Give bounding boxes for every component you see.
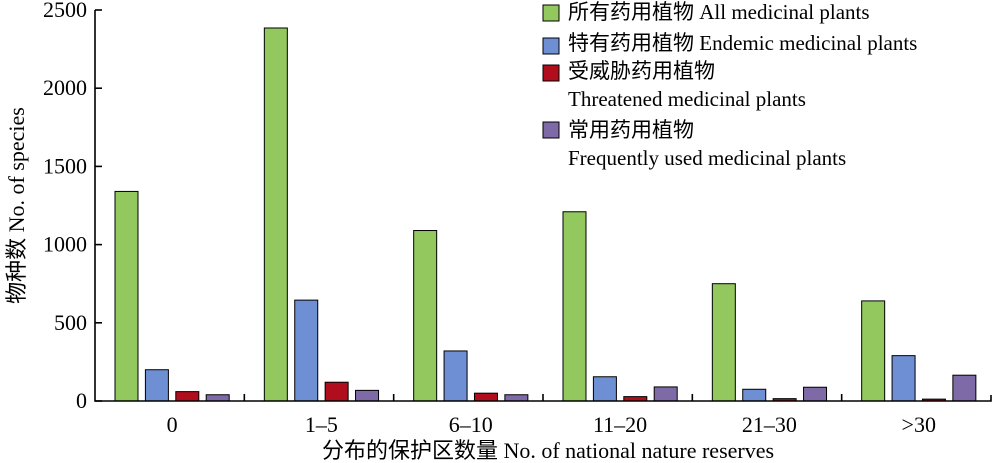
bar-2-5 [742,388,767,402]
legend-label-3-zh: 受威胁药用植物 [568,59,715,83]
legend-swatch-4 [542,121,560,139]
y-axis-label: 物种数 No. of species [4,107,29,304]
x-tick-label: 21–30 [742,412,797,437]
y-tick-label: 2500 [43,0,87,22]
y-tick-label: 500 [54,310,87,335]
bar-1-1 [114,190,139,402]
legend-label-4-zh: 常用药用植物 [568,118,694,142]
x-axis-label: 分布的保护区数量 No. of national nature reserves [322,438,774,463]
legend-swatch-2 [542,37,560,55]
bar-1-3 [413,230,438,402]
x-ticks-group: 0 1–5 6–10 11–20 21–30 >30 [167,394,936,437]
bar-2-4 [592,376,617,402]
bar-3-3 [473,392,498,402]
bar-1-2 [263,27,288,402]
bar-3-1 [175,391,200,402]
bars-group [114,27,977,402]
x-tick-label: 1–5 [305,412,338,437]
bar-2-3 [443,350,468,402]
bar-2-6 [891,355,916,402]
bar-1-4 [562,211,587,402]
legend: 所有药用植物 All medicinal plants 特有药用植物 Endemi… [542,0,917,170]
x-tick-label: 6–10 [449,412,493,437]
y-ticks-group: 0 500 1000 1500 2000 2500 [43,0,102,413]
bar-4-1 [205,394,230,402]
bar-4-2 [355,389,380,402]
bar-1-5 [711,283,736,402]
x-tick-label: 0 [167,412,178,437]
bar-1-6 [861,300,886,402]
bar-4-4 [653,386,678,402]
x-tick-label: >30 [902,412,936,437]
legend-label-1: 所有药用植物 All medicinal plants [568,0,870,24]
y-tick-label: 1500 [43,153,87,178]
legend-label-3-en: Threatened medicinal plants [568,87,806,111]
legend-label-4-en: Frequently used medicinal plants [568,146,846,170]
legend-label-2: 特有药用植物 Endemic medicinal plants [568,31,917,55]
bar-4-6 [952,374,977,402]
bar-2-1 [144,369,169,402]
y-tick-label: 1000 [43,232,87,257]
legend-swatch-3 [542,64,560,82]
y-tick-label: 0 [76,388,87,413]
bar-3-2 [324,381,349,402]
y-tick-label: 2000 [43,75,87,100]
bar-4-3 [504,394,529,402]
x-tick-label: 11–20 [593,412,647,437]
legend-swatch-1 [542,4,560,22]
bar-2-2 [294,299,319,402]
bar-4-5 [803,386,828,402]
